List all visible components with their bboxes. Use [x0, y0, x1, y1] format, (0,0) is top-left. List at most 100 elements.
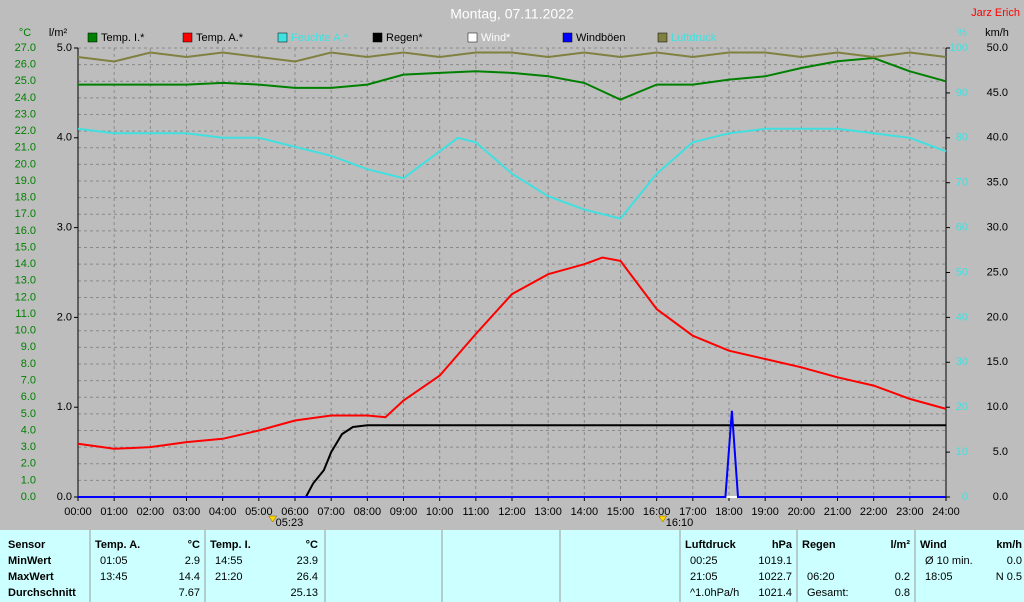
legend-swatch — [277, 32, 288, 43]
x-tick-label: 08:00 — [354, 506, 382, 518]
legend-swatch — [562, 32, 573, 43]
x-tick-label: 23:00 — [896, 506, 924, 518]
y-tick-label: 13.0 — [15, 275, 36, 287]
y3-axis-label: % — [957, 27, 967, 39]
legend-label: Feuchte A.* — [291, 32, 349, 44]
x-tick-label: 09:00 — [390, 506, 418, 518]
cell-value: 0.8 — [895, 587, 910, 599]
column-unit: l/m² — [890, 539, 910, 551]
y3-tick-label: 30 — [956, 356, 968, 368]
y3-tick-label: 10 — [956, 446, 968, 458]
cell-label: 13:45 — [100, 571, 128, 583]
y-tick-label: 21.0 — [15, 142, 36, 154]
cell-value: 1021.4 — [758, 587, 792, 599]
series-line — [78, 56, 947, 101]
y-tick-label: 7.0 — [21, 374, 36, 386]
x-tick-label: 12:00 — [498, 506, 526, 518]
y-axis-label: °C — [19, 27, 31, 39]
legend-swatch — [182, 32, 193, 43]
y-tick-label: 16.0 — [15, 225, 36, 237]
x-tick-label: 18:00 — [715, 506, 743, 518]
y4-tick-label: 45.0 — [987, 87, 1008, 99]
y4-axis-label: km/h — [985, 27, 1009, 39]
y4-tick-label: 50.0 — [987, 42, 1008, 54]
x-tick-label: 14:00 — [571, 506, 599, 518]
y4-tick-label: 30.0 — [987, 222, 1008, 234]
sun-label: 16:10 — [666, 517, 694, 529]
x-tick-label: 00:00 — [64, 506, 92, 518]
y3-tick-label: 40 — [956, 311, 968, 323]
y3-tick-label: 100 — [950, 42, 968, 54]
cell-label: 01:05 — [100, 555, 128, 567]
cell-value: 1022.7 — [758, 571, 792, 583]
cell-value: 26.4 — [297, 571, 318, 583]
x-tick-label: 06:00 — [281, 506, 309, 518]
y4-tick-label: 20.0 — [987, 311, 1008, 323]
y-tick-label: 26.0 — [15, 59, 36, 71]
y-tick-label: 18.0 — [15, 192, 36, 204]
y-tick-label: 2.0 — [21, 458, 36, 470]
y-tick-label: 8.0 — [21, 358, 36, 370]
y-tick-label: 14.0 — [15, 258, 36, 270]
y2-axis-label: l/m² — [49, 27, 68, 39]
legend-swatch — [467, 32, 478, 43]
row-label: MinWert — [8, 555, 52, 567]
y-tick-label: 0.0 — [21, 491, 36, 503]
y3-tick-label: 0 — [962, 491, 968, 503]
y4-tick-label: 0.0 — [993, 491, 1008, 503]
column-header: Luftdruck — [685, 539, 737, 551]
x-tick-label: 16:00 — [643, 506, 671, 518]
chart-title: Montag, 07.11.2022 — [450, 6, 574, 22]
row-label: MaxWert — [8, 571, 54, 583]
x-tick-label: 24:00 — [932, 506, 960, 518]
series-line — [78, 410, 946, 498]
legend-label: Luftdruck — [671, 32, 717, 44]
y3-tick-label: 90 — [956, 87, 968, 99]
cell-value: 1019.1 — [758, 555, 792, 567]
x-tick-label: 22:00 — [860, 506, 888, 518]
cell-value: N 0.5 — [996, 571, 1022, 583]
cell-label: 21:05 — [690, 571, 718, 583]
y4-tick-label: 35.0 — [987, 177, 1008, 189]
x-tick-label: 11:00 — [462, 506, 489, 518]
column-unit: km/h — [996, 539, 1022, 551]
table-background — [0, 530, 1024, 602]
y-tick-label: 17.0 — [15, 208, 36, 220]
y-tick-label: 27.0 — [15, 42, 36, 54]
x-tick-label: 07:00 — [317, 506, 345, 518]
y2-tick-label: 2.0 — [57, 311, 72, 323]
legend-swatch — [87, 32, 98, 43]
y-tick-label: 24.0 — [15, 92, 36, 104]
y2-tick-label: 1.0 — [57, 401, 72, 413]
y4-tick-label: 5.0 — [993, 446, 1008, 458]
cell-value: 14.4 — [179, 571, 200, 583]
y-tick-label: 4.0 — [21, 424, 36, 436]
cell-value: 7.67 — [179, 587, 200, 599]
sun-label: 05:23 — [276, 517, 304, 529]
column-header: Temp. A. — [95, 539, 140, 551]
column-header: Wind — [920, 539, 947, 551]
cell-label: Ø 10 min. — [925, 555, 973, 567]
y-tick-label: 9.0 — [21, 341, 36, 353]
column-header: Regen — [802, 539, 836, 551]
cell-value: 23.9 — [297, 555, 318, 567]
row-label: Durchschnitt — [8, 587, 76, 599]
sun-icon — [658, 515, 668, 523]
column-unit: °C — [306, 539, 318, 551]
x-tick-label: 04:00 — [209, 506, 237, 518]
cell-value: 0.0 — [1007, 555, 1022, 567]
y-tick-label: 3.0 — [21, 441, 36, 453]
y4-tick-label: 15.0 — [987, 356, 1008, 368]
x-tick-label: 03:00 — [173, 506, 201, 518]
y2-tick-label: 5.0 — [57, 42, 72, 54]
x-tick-label: 19:00 — [751, 506, 779, 518]
y-tick-label: 20.0 — [15, 158, 36, 170]
y-tick-label: 6.0 — [21, 391, 36, 403]
y-tick-label: 1.0 — [21, 474, 36, 486]
x-tick-label: 13:00 — [534, 506, 562, 518]
series-line — [77, 256, 947, 450]
legend-swatch — [657, 32, 668, 43]
cell-label: 06:20 — [807, 571, 835, 583]
